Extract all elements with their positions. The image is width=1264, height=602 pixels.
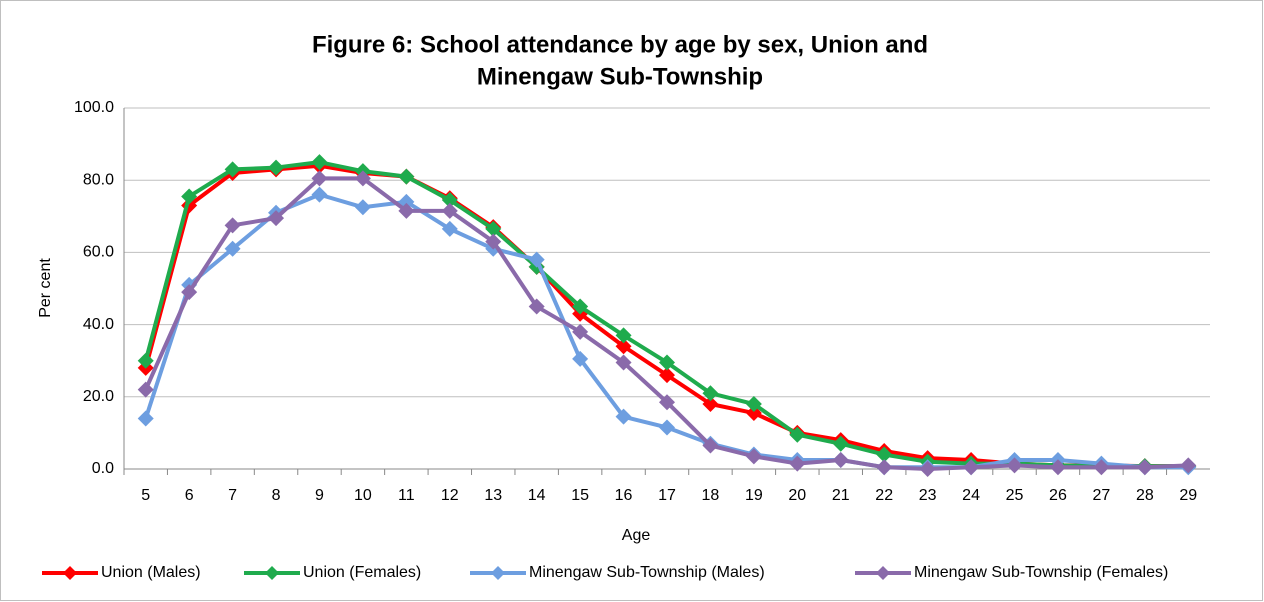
x-tick-label: 17	[658, 487, 676, 504]
x-tick-label: 20	[788, 487, 806, 504]
point	[1049, 459, 1066, 476]
y-axis-label: Per cent	[37, 258, 54, 318]
point	[659, 394, 675, 411]
legend-label: Union (Males)	[101, 564, 201, 581]
point	[137, 410, 154, 427]
point	[702, 437, 719, 454]
point	[137, 352, 154, 369]
x-tick-label: 24	[962, 487, 980, 504]
point	[615, 408, 632, 425]
point	[572, 323, 589, 340]
point	[137, 381, 154, 398]
point	[311, 186, 328, 203]
point	[832, 435, 849, 452]
point	[354, 199, 371, 216]
y-tick-label: 60.0	[83, 244, 114, 261]
point	[528, 298, 545, 315]
legend-marker	[491, 566, 505, 580]
legend-label: Minengaw Sub-Township (Males)	[529, 564, 765, 581]
point	[528, 251, 545, 268]
point	[702, 396, 719, 413]
point	[354, 170, 371, 187]
point	[441, 202, 458, 219]
x-tick-label: 25	[1006, 487, 1024, 504]
legend-marker	[265, 566, 279, 580]
y-tick-label: 20.0	[83, 388, 114, 405]
point	[572, 298, 589, 315]
point	[1180, 457, 1197, 474]
y-tick-label: 40.0	[83, 316, 114, 333]
point	[224, 240, 241, 257]
point	[745, 396, 762, 413]
x-tick-label: 27	[1093, 487, 1111, 504]
x-axis-label: Age	[622, 527, 651, 544]
x-tick-label: 11	[398, 487, 415, 504]
point	[1006, 457, 1023, 474]
point	[789, 455, 806, 472]
x-tick-label: 21	[832, 487, 850, 504]
point	[659, 367, 675, 384]
point	[311, 170, 328, 187]
point	[485, 220, 502, 237]
point	[398, 202, 415, 219]
y-tick-label: 80.0	[83, 171, 114, 188]
point	[615, 327, 632, 344]
x-tick-label: 28	[1136, 487, 1154, 504]
point	[181, 284, 198, 301]
point	[1136, 459, 1153, 476]
x-tick-label: 18	[702, 487, 720, 504]
x-tick-label: 22	[875, 487, 893, 504]
legend-label: Union (Females)	[303, 564, 421, 581]
x-tick-label: 19	[745, 487, 763, 504]
point	[181, 188, 198, 205]
point	[832, 451, 849, 468]
point	[615, 338, 632, 355]
point	[745, 448, 762, 465]
x-tick-label: 9	[315, 487, 324, 504]
point	[268, 159, 285, 176]
point	[398, 168, 415, 185]
point	[919, 461, 936, 477]
chart-title: Figure 6: School attendance by age by se…	[312, 31, 928, 58]
x-tick-label: 7	[228, 487, 237, 504]
point	[441, 192, 458, 209]
legend-marker	[876, 566, 890, 580]
point	[485, 233, 502, 250]
x-tick-label: 29	[1179, 487, 1197, 504]
point	[311, 154, 328, 171]
y-tick-label: 0.0	[92, 460, 114, 477]
point	[268, 210, 285, 227]
y-tick-label: 100.0	[74, 99, 114, 116]
point	[615, 354, 632, 371]
point	[876, 459, 893, 476]
chart-title: Minengaw Sub-Township	[477, 63, 763, 90]
x-tick-label: 12	[441, 487, 459, 504]
x-tick-label: 23	[919, 487, 937, 504]
x-tick-label: 15	[571, 487, 589, 504]
x-tick-label: 6	[185, 487, 194, 504]
x-tick-label: 8	[272, 487, 281, 504]
x-tick-label: 5	[141, 487, 150, 504]
point	[441, 220, 458, 237]
point	[963, 459, 980, 476]
point	[224, 217, 241, 234]
x-tick-label: 16	[615, 487, 633, 504]
point	[876, 446, 893, 463]
point	[659, 354, 675, 371]
x-tick-label: 10	[354, 487, 372, 504]
point	[789, 426, 806, 443]
point	[702, 385, 719, 402]
legend-marker	[63, 566, 77, 580]
point	[224, 161, 241, 178]
point	[1093, 459, 1110, 476]
x-tick-label: 13	[484, 487, 502, 504]
point	[659, 419, 675, 436]
x-tick-label: 26	[1049, 487, 1067, 504]
x-tick-label: 14	[528, 487, 546, 504]
legend-label: Minengaw Sub-Township (Females)	[914, 564, 1168, 581]
point	[572, 350, 589, 367]
